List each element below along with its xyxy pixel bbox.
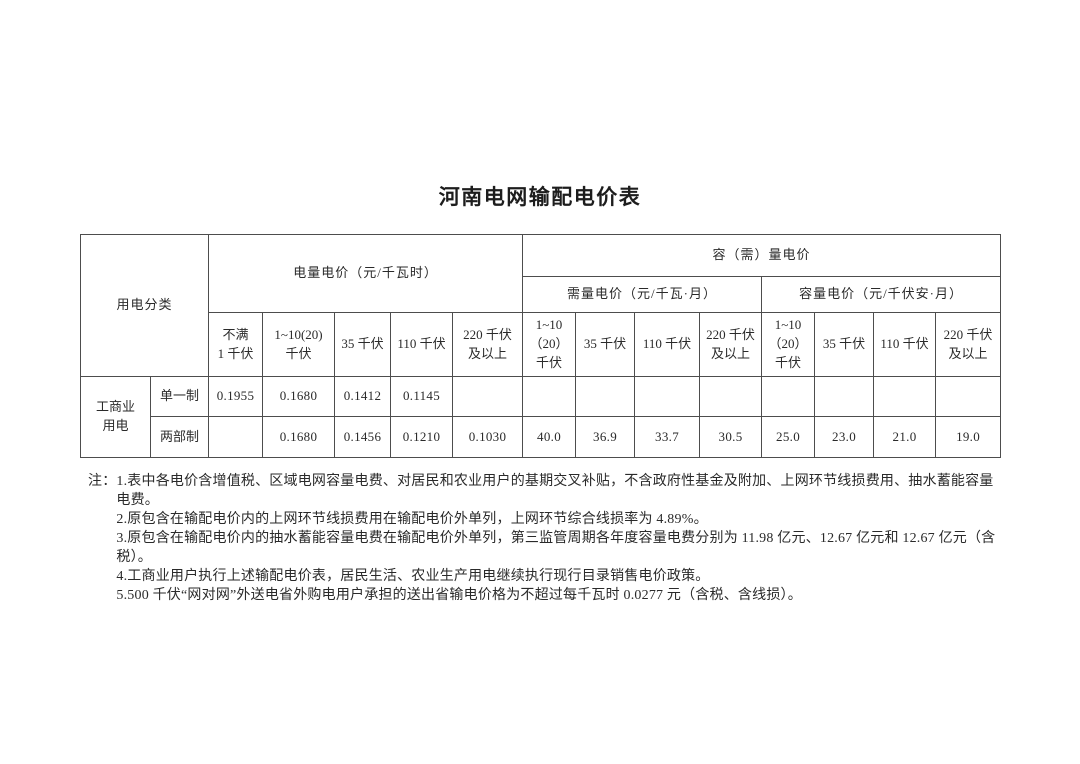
col-header-energy-35kv: 35 千伏 xyxy=(334,312,392,377)
table-row: 两部制 0.1680 0.1456 0.1210 0.1030 40.0 36.… xyxy=(81,416,1002,458)
row-category-industrial-commercial: 工商业 用电 xyxy=(80,376,151,458)
cell-value xyxy=(522,376,577,417)
cell-value xyxy=(699,376,763,417)
cell-value: 40.0 xyxy=(522,416,577,458)
cell-value: 0.1030 xyxy=(452,416,524,458)
cell-value: 0.1955 xyxy=(208,376,264,417)
cell-value: 33.7 xyxy=(634,416,701,458)
cell-value xyxy=(634,376,701,417)
cell-value xyxy=(208,416,264,458)
cell-value xyxy=(452,376,524,417)
cell-value: 0.1680 xyxy=(262,376,336,417)
table-row: 工商业 用电 单一制 0.1955 0.1680 0.1412 0.1145 xyxy=(80,376,1002,458)
col-header-capacity-220kv: 220 千伏 及以上 xyxy=(935,312,1002,377)
cell-value xyxy=(761,376,816,417)
cell-value: 36.9 xyxy=(575,416,636,458)
col-header-capacity-110kv: 110 千伏 xyxy=(873,312,937,377)
notes-label: 注： xyxy=(88,474,117,489)
header-capacity-price: 容量电价（元/千伏安·月） xyxy=(761,276,1002,313)
cell-value xyxy=(935,376,1002,417)
header-capacity-demand-price: 容（需）量电价 xyxy=(522,234,1002,277)
notes-items: 1.表中各电价含增值税、区域电网容量电费、对居民和农业用户的基期交叉补贴，不含政… xyxy=(116,472,1003,605)
notes-block: 注： 1.表中各电价含增值税、区域电网容量电费、对居民和农业用户的基期交叉补贴，… xyxy=(88,472,1003,605)
col-header-energy-220kv: 220 千伏 及以上 xyxy=(452,312,524,377)
note-item-1: 1.表中各电价含增值税、区域电网容量电费、对居民和农业用户的基期交叉补贴，不含政… xyxy=(116,474,994,508)
cell-value: 23.0 xyxy=(814,416,875,458)
cell-value: 0.1680 xyxy=(262,416,336,458)
col-header-energy-lt1kv: 不满 1 千伏 xyxy=(208,312,264,377)
note-item-2: 2.原包含在输配电价内的上网环节线损费用在输配电价外单列，上网环节综合线损率为 … xyxy=(116,512,708,527)
col-header-energy-1to10kv: 1~10(20) 千伏 xyxy=(262,312,336,377)
cell-value xyxy=(575,376,636,417)
col-header-capacity-35kv: 35 千伏 xyxy=(814,312,875,377)
col-header-demand-1to10kv: 1~10 （20） 千伏 xyxy=(522,312,577,377)
cell-value: 19.0 xyxy=(935,416,1002,458)
header-demand-price: 需量电价（元/千瓦·月） xyxy=(522,276,763,313)
header-usage-class: 用电分类 xyxy=(79,234,210,377)
cell-value: 0.1456 xyxy=(334,416,392,458)
cell-value: 0.1210 xyxy=(390,416,454,458)
col-header-demand-110kv: 110 千伏 xyxy=(634,312,701,377)
col-header-demand-35kv: 35 千伏 xyxy=(575,312,636,377)
page-title: 河南电网输配电价表 xyxy=(438,185,642,209)
cell-value: 30.5 xyxy=(699,416,763,458)
col-header-demand-220kv: 220 千伏 及以上 xyxy=(699,312,763,377)
note-item-4: 4.工商业用户执行上述输配电价表，居民生活、农业生产用电继续执行现行目录销售电价… xyxy=(116,569,710,584)
note-item-5: 5.500 千伏“网对网”外送电省外购电用户承担的送出省输电价格为不超过每千瓦时… xyxy=(116,588,802,603)
col-header-capacity-1to10kv: 1~10 （20） 千伏 xyxy=(761,312,816,377)
cell-value xyxy=(873,376,937,417)
header-energy-price: 电量电价（元/千瓦时） xyxy=(208,234,524,313)
note-item-3: 3.原包含在输配电价内的抽水蓄能容量电费在输配电价外单列，第三监管周期各年度容量… xyxy=(116,531,996,565)
cell-value xyxy=(814,376,875,417)
row-label-single-system: 单一制 xyxy=(149,376,210,417)
cell-value: 25.0 xyxy=(761,416,816,458)
price-table: 用电分类 电量电价（元/千瓦时） 容（需）量电价 需量电价（元/千瓦·月） 容量… xyxy=(79,234,1002,458)
cell-value: 0.1145 xyxy=(390,376,454,417)
row-label-two-part-system: 两部制 xyxy=(149,416,210,458)
cell-value: 21.0 xyxy=(873,416,937,458)
col-header-energy-110kv: 110 千伏 xyxy=(390,312,454,377)
cell-value: 0.1412 xyxy=(334,376,392,417)
